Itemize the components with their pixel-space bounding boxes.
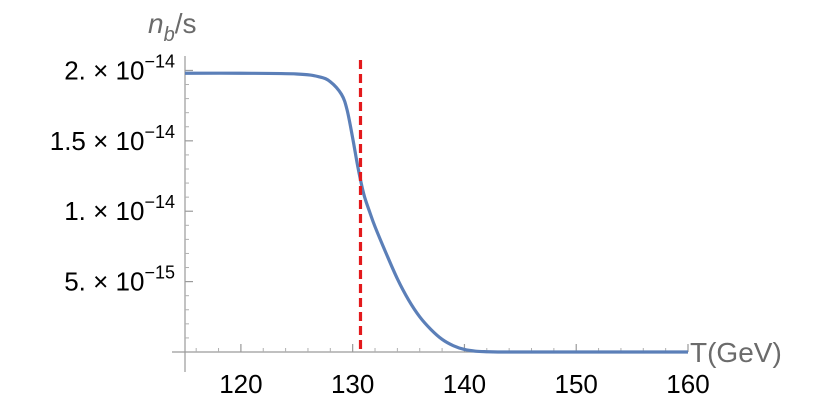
series-line: [184, 71, 688, 354]
y-axis-label: nb/s: [148, 8, 196, 46]
x-tick-label: 140: [443, 369, 486, 399]
y-tick-label: 1.5 × 10−14: [50, 122, 175, 156]
major-ticks: [185, 69, 689, 352]
axes: [172, 56, 688, 372]
labels: 120 130 140 150 160 5. × 10−15 1. × 10−14 1.5 ×…: [50, 51, 710, 399]
y-tick-label: 2. × 10−14: [64, 51, 175, 85]
x-tick-label: 160: [666, 369, 709, 399]
y-tick-label: 5. × 10−15: [64, 263, 175, 297]
x-tick-label: 150: [555, 369, 598, 399]
x-tick-label: 130: [331, 369, 374, 399]
series-layer: [184, 71, 688, 354]
x-axis-label: T(GeV): [690, 337, 782, 368]
minor-ticks: [185, 84, 667, 352]
y-tick-label: 1. × 10−14: [64, 192, 175, 226]
x-tick-label: 120: [219, 369, 262, 399]
